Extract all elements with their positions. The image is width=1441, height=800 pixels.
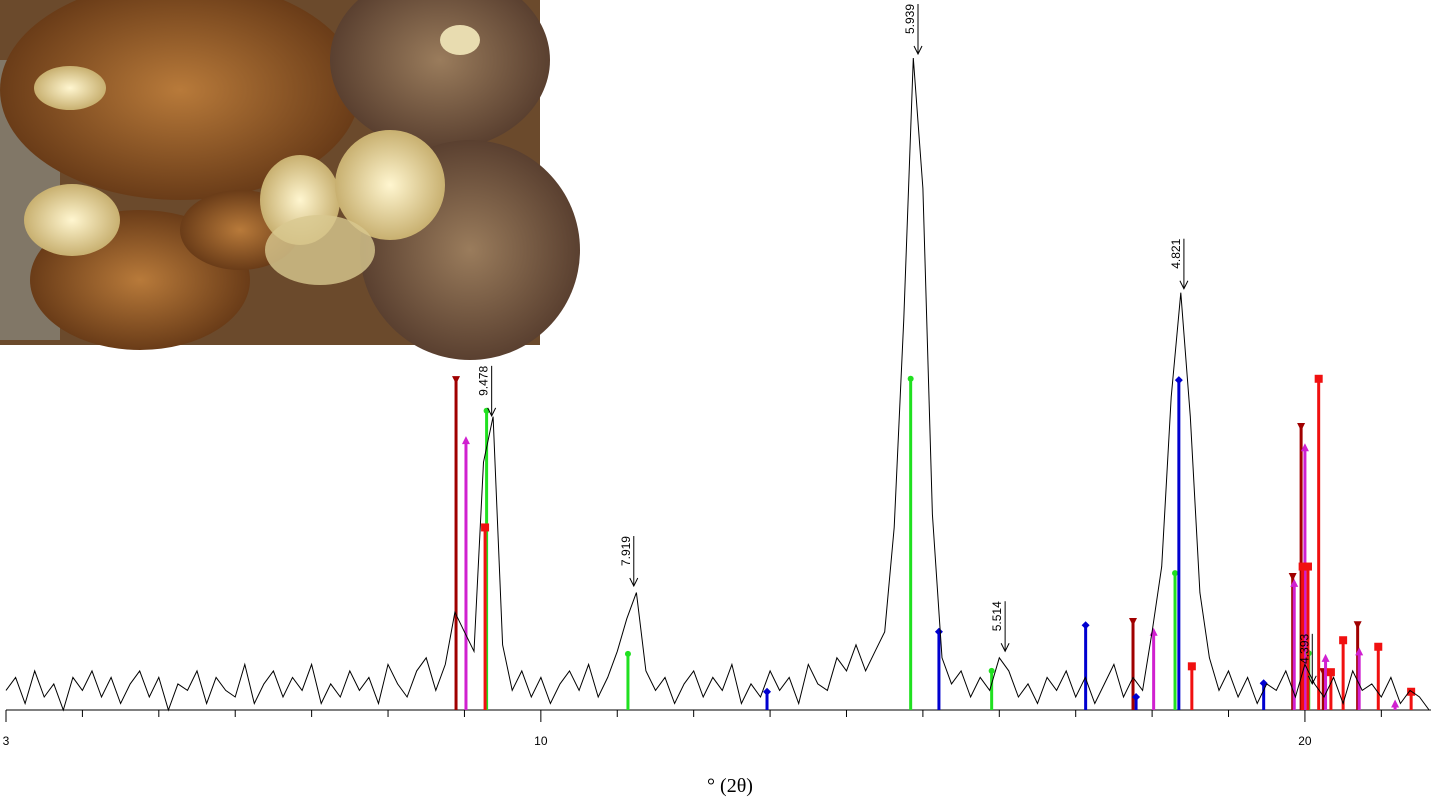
stick-marker (1391, 699, 1399, 707)
stick-marker (908, 376, 914, 382)
stick-marker (1315, 375, 1323, 383)
stick-marker (1150, 628, 1158, 636)
stick-marker (1129, 618, 1137, 626)
peak-annotation: 4.821 (1169, 238, 1188, 288)
stick-marker (462, 436, 470, 444)
stick-marker (1082, 621, 1090, 629)
chart: 3 10 20 9.478 7.919 5.939 5.514 4.821 4.393 ° (2… (0, 0, 1441, 800)
stick-marker (1297, 423, 1305, 431)
stick-marker (1339, 636, 1347, 644)
stick-marker (452, 376, 460, 384)
x-tick-label: 20 (1298, 734, 1312, 748)
annotation-label: 9.478 (477, 366, 491, 396)
x-axis-label: ° (2θ) (707, 775, 753, 797)
stick-marker (763, 688, 771, 696)
sample-photo (0, 0, 580, 360)
annotation-label: 7.919 (619, 536, 633, 566)
stick-marker (1354, 621, 1362, 629)
annotation-label: 5.514 (990, 601, 1004, 631)
stick-marker (481, 523, 489, 531)
stick-marker (1172, 570, 1178, 576)
stick-marker (1322, 654, 1330, 662)
annotation-label: 4.393 (1297, 634, 1311, 664)
page: {"chart_data": {"type": "line", "x_label… (0, 0, 1441, 800)
peak-annotation: 5.939 (903, 4, 922, 54)
stick-marker (935, 628, 943, 636)
peak-annotation: 5.514 (990, 601, 1009, 651)
stick-marker (1175, 376, 1183, 384)
stick-marker (1374, 643, 1382, 651)
stick-marker (1289, 573, 1297, 581)
stick-marker (1304, 563, 1312, 571)
x-tick-label: 10 (534, 734, 548, 748)
stick-marker (625, 651, 631, 657)
stick-marker (1188, 662, 1196, 670)
annotation-label: 4.821 (1169, 238, 1183, 268)
x-tick-label: 3 (3, 734, 10, 748)
peak-annotation: 7.919 (619, 536, 638, 586)
stick-marker (989, 668, 995, 674)
stick-marker (1327, 668, 1335, 676)
annotation-label: 5.939 (903, 4, 917, 34)
